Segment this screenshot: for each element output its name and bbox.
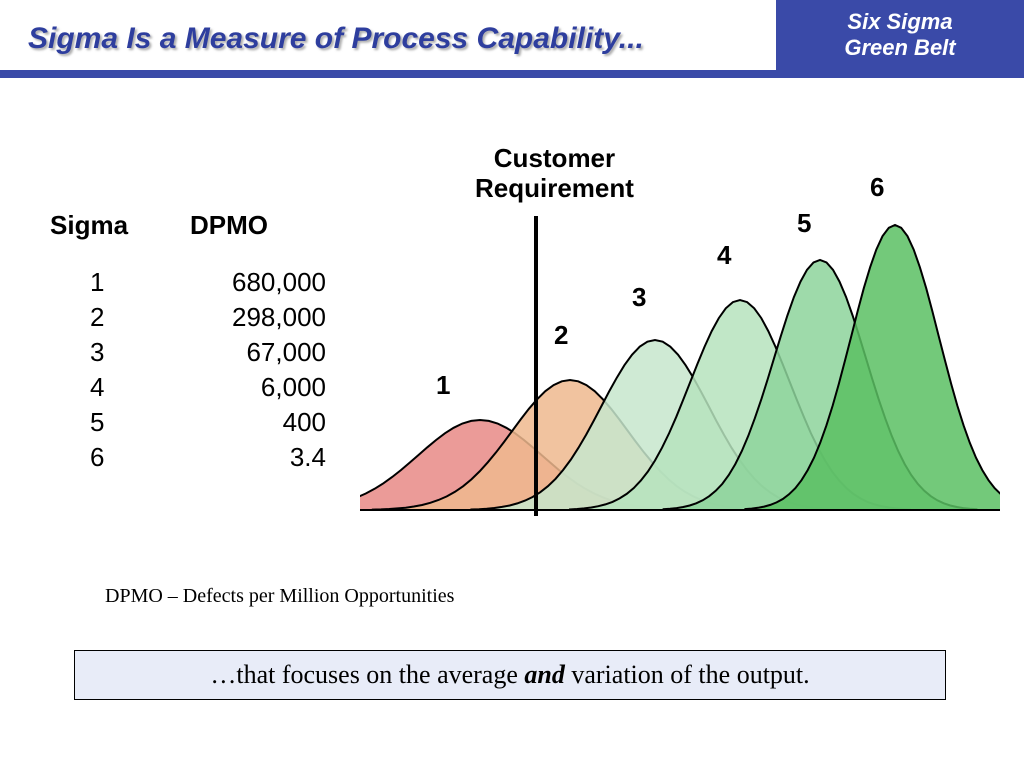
slide-title: Sigma Is a Measure of Process Capability… (28, 22, 644, 56)
slide-header: Sigma Is a Measure of Process Capability… (0, 0, 1024, 80)
col-header-sigma: Sigma (40, 210, 190, 241)
table-row: 2298,000 (40, 300, 360, 335)
cell-dpmo: 67,000 (154, 335, 360, 370)
bottom-text: …that focuses on the average and variati… (210, 660, 809, 690)
badge-line-2: Green Belt (844, 35, 955, 61)
cell-dpmo: 6,000 (154, 370, 360, 405)
table-header-row: Sigma DPMO (40, 210, 360, 241)
curve-label-4: 4 (717, 240, 731, 271)
cell-sigma: 3 (40, 335, 154, 370)
table-row: 63.4 (40, 440, 360, 475)
cell-sigma: 6 (40, 440, 154, 475)
cell-sigma: 5 (40, 405, 154, 440)
badge-line-1: Six Sigma (847, 9, 952, 35)
curve-label-6: 6 (870, 172, 884, 203)
cell-dpmo: 680,000 (154, 265, 360, 300)
table-row: 5400 (40, 405, 360, 440)
table-row: 367,000 (40, 335, 360, 370)
cell-sigma: 4 (40, 370, 154, 405)
header-rule (0, 70, 1024, 78)
dpmo-footnote: DPMO – Defects per Million Opportunities (105, 585, 454, 608)
curve-label-3: 3 (632, 282, 646, 313)
table-row: 1680,000 (40, 265, 360, 300)
curve-label-2: 2 (554, 320, 568, 351)
bottom-prefix: …that focuses on the average (210, 660, 524, 689)
table-row: 46,000 (40, 370, 360, 405)
bottom-emph: and (524, 660, 564, 689)
sigma-curves-chart (360, 170, 1000, 530)
curve-label-1: 1 (436, 370, 450, 401)
cell-sigma: 2 (40, 300, 154, 335)
col-header-dpmo: DPMO (190, 210, 360, 241)
cell-sigma: 1 (40, 265, 154, 300)
curve-label-5: 5 (797, 208, 811, 239)
cell-dpmo: 400 (154, 405, 360, 440)
bottom-suffix: variation of the output. (565, 660, 810, 689)
course-badge: Six Sigma Green Belt (776, 0, 1024, 70)
cell-dpmo: 298,000 (154, 300, 360, 335)
sigma-dpmo-table: Sigma DPMO 1680,0002298,000367,00046,000… (40, 210, 360, 476)
cell-dpmo: 3.4 (154, 440, 360, 475)
customer-requirement-line (534, 216, 538, 516)
bottom-callout: …that focuses on the average and variati… (74, 650, 946, 700)
